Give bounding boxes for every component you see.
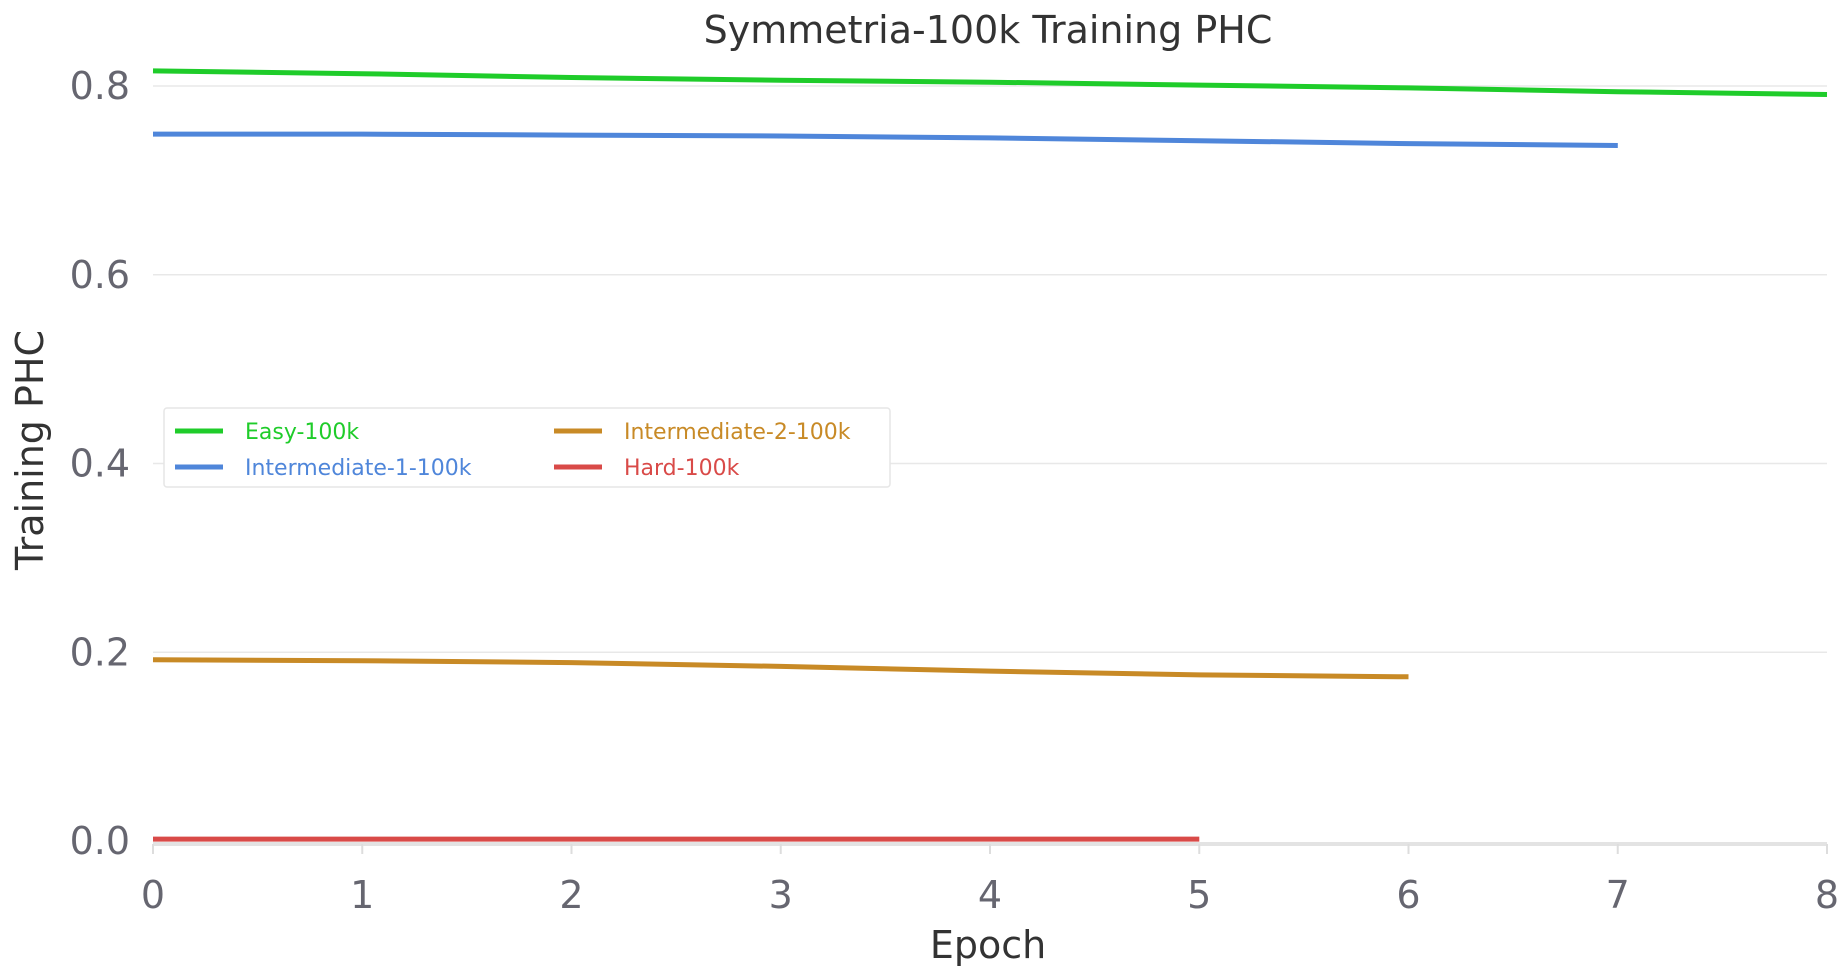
x-axis	[152, 842, 1828, 854]
x-tick-label: 5	[1187, 873, 1211, 917]
legend-label: Hard-100k	[624, 456, 740, 481]
x-tick-label: 0	[141, 873, 165, 917]
x-tick-label: 8	[1815, 873, 1839, 917]
grid-lines	[153, 85, 1827, 653]
y-tick-label: 0.4	[70, 442, 130, 486]
series-line-intermediate-2-100k	[152, 657, 1409, 680]
y-tick-label: 0.6	[70, 253, 130, 297]
legend-label: Easy-100k	[245, 420, 359, 445]
chart-title: Symmetria-100k Training PHC	[704, 8, 1273, 52]
series-line-intermediate-1-100k	[153, 131, 1618, 148]
legend-label: Intermediate-1-100k	[245, 456, 472, 481]
legend-box	[163, 407, 891, 488]
x-tick-label: 4	[978, 873, 1002, 917]
x-tick-label: 7	[1606, 873, 1630, 917]
legend: Easy-100k Intermediate-2-100k Intermediate…	[163, 407, 891, 488]
x-axis-label: Epoch	[930, 923, 1046, 967]
y-tick-label: 0.0	[70, 819, 130, 863]
series-lines	[152, 68, 1828, 842]
series-line-easy-100k	[152, 68, 1828, 97]
tick-labels: 0 1 2 3 4 5 6 7 8 0.0 0.2 0.4 0.6 0.8	[70, 64, 1840, 917]
x-tick-label: 6	[1396, 873, 1420, 917]
y-tick-label: 0.8	[70, 64, 130, 108]
legend-label: Intermediate-2-100k	[624, 420, 851, 445]
x-tick-label: 1	[350, 873, 374, 917]
x-tick-label: 3	[769, 873, 793, 917]
x-tick-label: 2	[559, 873, 583, 917]
y-tick-label: 0.2	[70, 630, 130, 674]
y-axis-label: Training PHC	[8, 330, 52, 571]
